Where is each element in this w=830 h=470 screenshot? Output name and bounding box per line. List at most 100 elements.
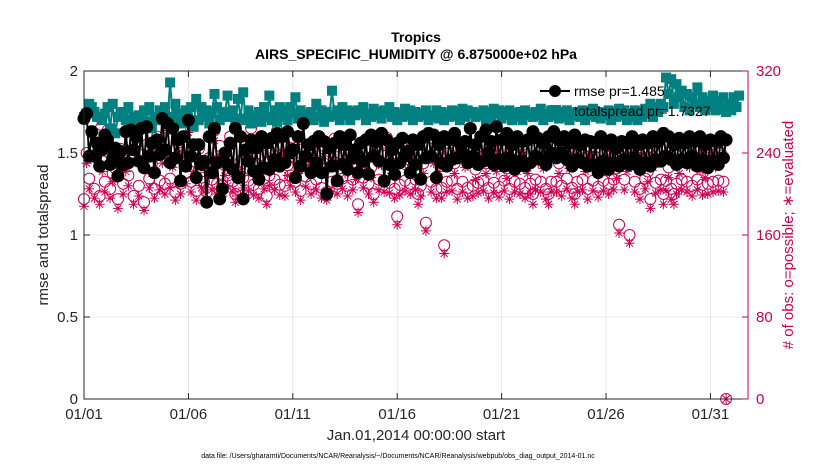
data-point [123,102,134,113]
data-point [726,105,737,116]
data-point [230,197,241,208]
data-point [243,185,254,196]
data-point [184,149,198,163]
data-point [436,107,447,117]
data-point [290,92,301,103]
data-point [366,111,377,122]
data-point [128,199,139,210]
data-point [650,187,661,198]
data-point [734,90,745,101]
data-point [697,92,708,103]
data-point [428,111,439,122]
data-point [663,172,674,183]
data-point [282,115,293,126]
data-point [196,102,207,113]
y-axis-right-label: # of obs: o=possible; ∗=evaluated [780,121,797,350]
data-point [467,191,478,202]
data-point [708,90,719,101]
x-axis: 01/01 01/06 01/11 01/16 01/21 01/26 01/31 [65,71,729,423]
data-point [439,248,450,259]
data-point [256,116,267,127]
data-point [315,166,329,180]
data-point [668,199,679,210]
data-point [429,171,443,185]
data-point [449,168,460,179]
data-point [186,186,197,197]
data-point [121,156,135,170]
data-point [324,111,335,122]
data-point [543,199,554,210]
data-point [527,199,538,210]
data-point [507,115,518,126]
data-point [666,194,677,205]
data-point [154,184,165,195]
data-point [388,167,402,181]
data-point [140,120,154,134]
data-point [661,185,672,196]
data-point [525,189,536,199]
data-point [174,174,188,188]
data-point [554,113,565,124]
data-point [624,238,635,249]
data-point [358,102,369,113]
data-point [219,107,230,117]
data-point [337,102,348,113]
y-right-tick-label: 80 [756,309,773,326]
data-point [319,116,330,127]
data-point [172,108,183,119]
data-point [480,115,491,126]
data-point [266,115,277,126]
data-point [694,102,705,113]
data-point [389,107,400,117]
data-point [85,125,99,139]
data-point [577,184,588,195]
y-right-tick-label: 0 [756,391,764,408]
chart-title: Tropics [391,29,441,45]
data-point [345,115,356,126]
data-point [478,105,489,116]
data-point [642,108,653,119]
data-point [441,186,452,197]
data-point [356,154,370,168]
data-point [427,128,441,142]
x-tick-label: 01/26 [587,406,625,423]
y-right-tick-label: 320 [756,63,781,80]
data-point [261,199,272,210]
data-point [358,182,369,193]
data-point [484,135,498,149]
data-point [311,184,322,195]
data-point [457,103,468,114]
data-point [488,187,499,198]
data-point [89,193,100,204]
data-point [463,121,477,135]
data-point [619,184,630,195]
data-point [234,130,248,144]
data-point [278,156,292,170]
data-point [522,168,533,179]
data-point [637,111,648,122]
data-point [713,185,724,196]
data-point [240,115,251,126]
data-point [253,107,264,117]
data-point [676,184,687,195]
data-point [209,88,220,99]
data-point [397,111,408,122]
x-axis-label: Jan.01,2014 00:00:00 start [327,427,506,444]
data-point [279,191,290,202]
data-point [259,183,270,194]
data-point [313,111,324,122]
data-point [721,107,732,117]
data-point [658,102,669,113]
data-point [395,131,409,145]
data-point [702,189,713,199]
data-point [629,186,640,197]
legend: rmse pr=1.485 totalspread pr=1.7327 [540,83,711,119]
data-point [394,190,405,201]
data-point [439,115,450,126]
data-point [567,193,578,204]
data-point [713,95,724,106]
data-point [175,189,186,199]
data-point [165,182,176,193]
data-point [223,136,237,150]
data-point [360,115,371,126]
